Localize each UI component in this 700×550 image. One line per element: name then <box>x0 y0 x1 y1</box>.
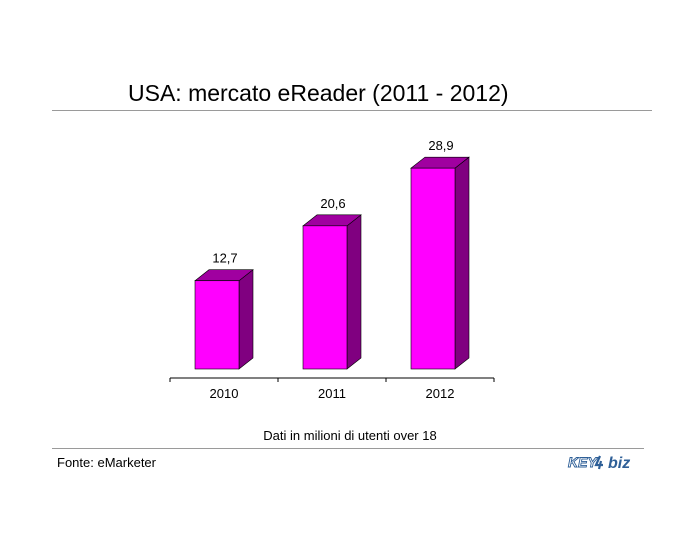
bar-2011: 20,6 <box>302 196 362 370</box>
logo-four-mark <box>594 455 603 470</box>
x-tick-label-2012: 2012 <box>426 386 455 401</box>
bar-front-2011 <box>302 225 348 370</box>
source-label: Fonte: eMarketer <box>57 455 156 470</box>
x-tick-label-2011: 2011 <box>318 386 346 401</box>
value-label-2010: 12,7 <box>212 251 237 266</box>
bar-side-2011 <box>346 214 362 370</box>
value-label-2012: 28,9 <box>428 138 453 153</box>
bar-chart: 12,7 20,6 28,9 2010 2011 2012 <box>169 138 495 401</box>
logo-text-right: biz <box>608 455 630 472</box>
bar-side-2010 <box>238 269 254 370</box>
bar-front-2012 <box>410 167 456 370</box>
value-label-2011: 20,6 <box>320 196 345 211</box>
key4biz-logo: KEY biz <box>568 454 631 472</box>
chart-title: USA: mercato eReader (2011 - 2012) <box>128 80 509 106</box>
x-tick-label-2010: 2010 <box>210 386 239 401</box>
logo-text-left: KEY <box>568 454 598 470</box>
top-divider <box>52 110 652 111</box>
x-axis: 2010 2011 2012 <box>169 377 495 401</box>
chart-note: Dati in milioni di utenti over 18 <box>263 428 437 443</box>
bar-front-2010 <box>194 280 240 370</box>
bottom-divider <box>52 448 644 449</box>
bar-2010: 12,7 <box>194 251 254 370</box>
bars-group: 12,7 20,6 28,9 <box>194 138 470 370</box>
bar-side-2012 <box>454 156 470 370</box>
bar-2012: 28,9 <box>410 138 470 370</box>
